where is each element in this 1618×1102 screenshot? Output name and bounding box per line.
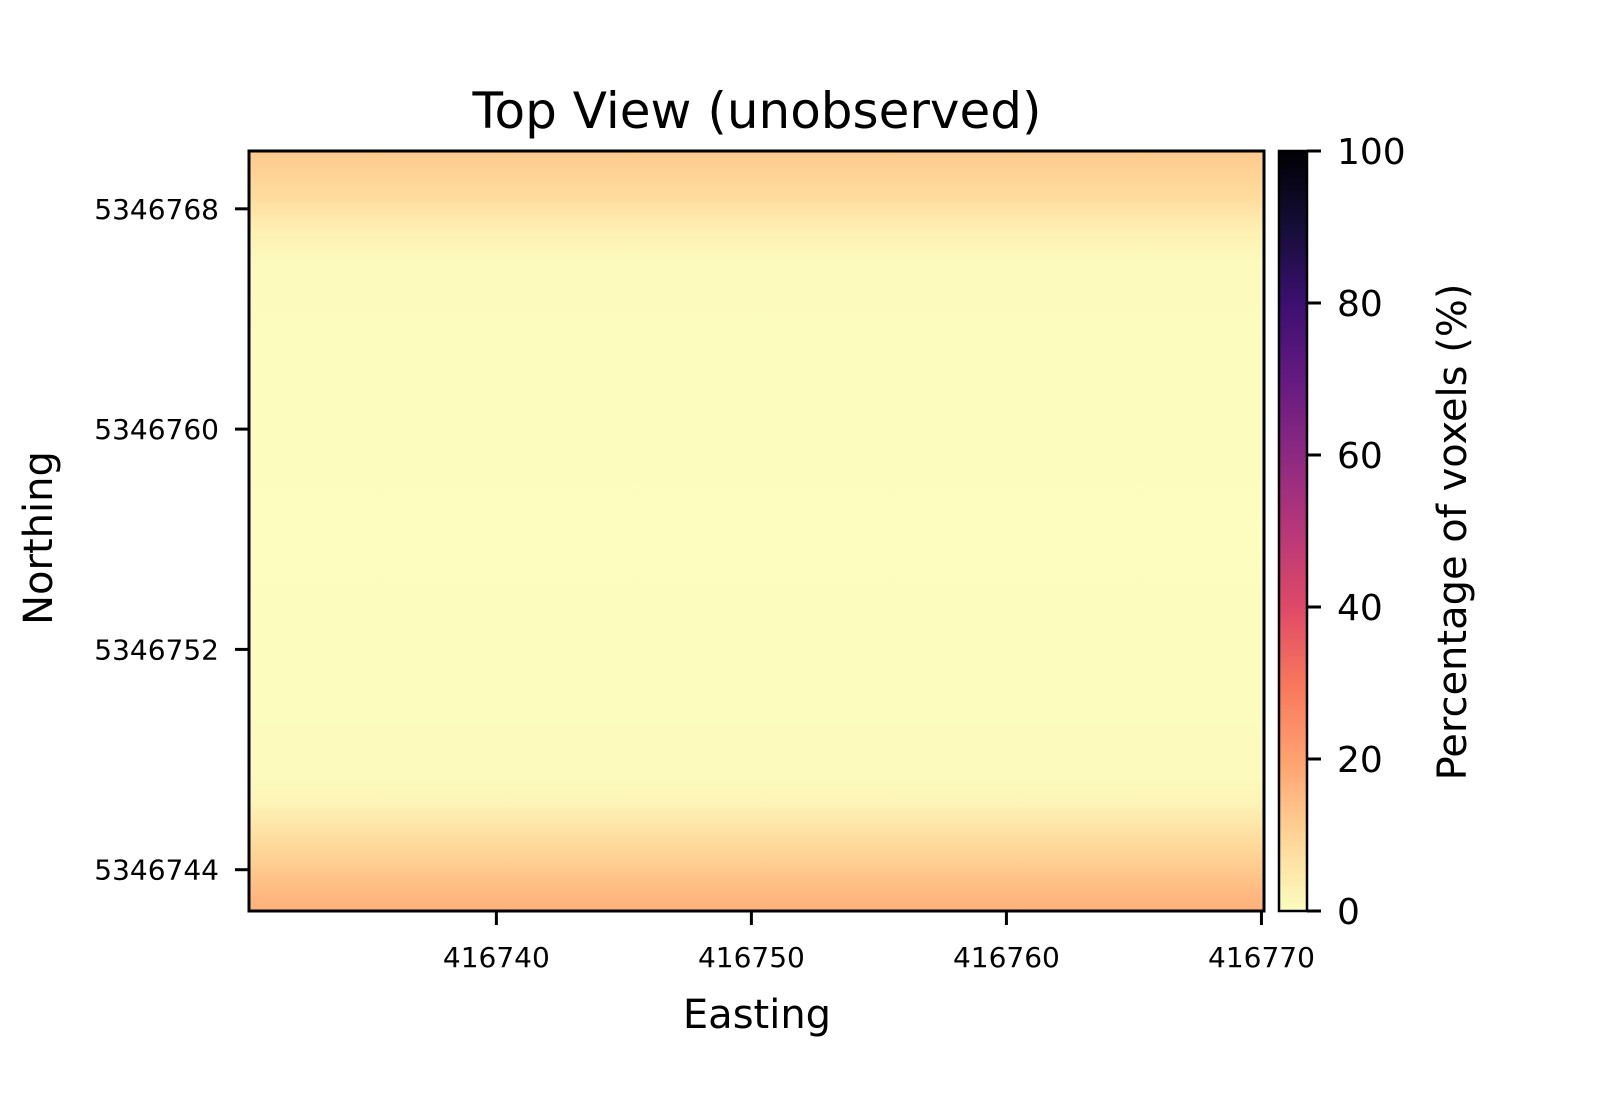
colorbar-tick-label: 80 bbox=[1337, 284, 1383, 325]
colorbar-tick-label: 60 bbox=[1337, 436, 1383, 477]
y-axis-label: Northing bbox=[16, 451, 62, 625]
y-tick-label: 5346744 bbox=[94, 854, 219, 887]
plot-frame bbox=[247, 149, 1266, 913]
y-tick-label: 5346752 bbox=[94, 633, 219, 666]
colorbar-tick-label: 100 bbox=[1337, 132, 1406, 173]
colorbar-axis: 0 20 40 60 80 100 bbox=[1307, 132, 1406, 933]
colorbar-frame bbox=[1277, 149, 1309, 913]
y-tick-label: 5346768 bbox=[94, 193, 219, 226]
x-axis: 416740 416750 416760 416770 bbox=[443, 911, 1315, 974]
x-tick-label: 416760 bbox=[953, 941, 1060, 974]
x-axis-label: Easting bbox=[683, 992, 831, 1038]
y-tick-label: 5346760 bbox=[94, 413, 219, 446]
x-tick-label: 416740 bbox=[443, 941, 550, 974]
colorbar-tick-label: 0 bbox=[1337, 892, 1360, 933]
colorbar-tick-label: 40 bbox=[1337, 588, 1383, 629]
y-axis: 5346744 5346752 5346760 5346768 bbox=[94, 193, 249, 887]
x-tick-label: 416750 bbox=[698, 941, 805, 974]
colorbar-label: Percentage of voxels (%) bbox=[1430, 284, 1476, 781]
colorbar-tick-label: 20 bbox=[1337, 740, 1383, 781]
chart-title: Top View (unobserved) bbox=[472, 82, 1042, 140]
x-tick-label: 416770 bbox=[1208, 941, 1315, 974]
colorbar bbox=[1279, 151, 1307, 911]
heatmap-field bbox=[249, 151, 1264, 911]
